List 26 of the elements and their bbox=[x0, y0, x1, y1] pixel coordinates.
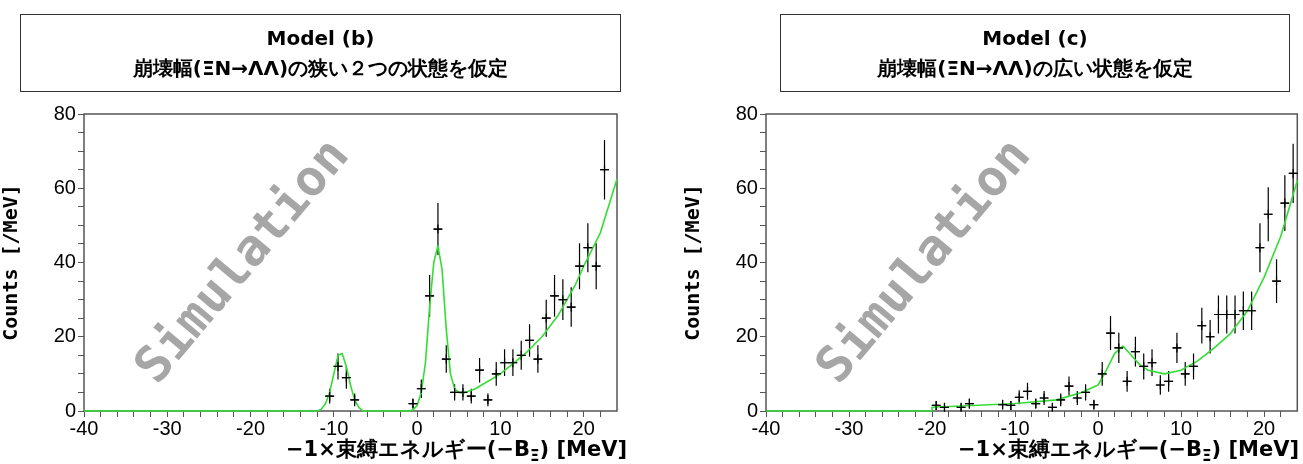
x-tick-label: -30 bbox=[834, 416, 864, 439]
x-tick-label: -20 bbox=[236, 416, 266, 439]
y-tick-label: 80 bbox=[735, 101, 758, 124]
x-tick-label: 10 bbox=[1169, 416, 1193, 439]
y-tick-label: 60 bbox=[735, 175, 758, 198]
x-tick-label: 0 bbox=[411, 416, 423, 439]
chart-subtitle: 崩壊幅(ΞN→ΛΛ)の狭い２つの状態を仮定 bbox=[131, 55, 510, 82]
y-tick-label: 40 bbox=[53, 250, 76, 273]
chart-title: Model (c) bbox=[981, 25, 1089, 52]
y-tick-label: 40 bbox=[735, 250, 758, 273]
y-axis-title: Counts [/MeV] bbox=[680, 184, 705, 341]
y-tick-label: 20 bbox=[735, 324, 758, 347]
x-tick-label: -30 bbox=[152, 416, 182, 439]
x-tick-label: 10 bbox=[489, 416, 512, 439]
x-tick-label: 20 bbox=[572, 416, 595, 439]
chart-subtitle: 崩壊幅(ΞN→ΛΛ)の広い状態を仮定 bbox=[876, 55, 1194, 82]
chart-title: Model (b) bbox=[265, 25, 376, 52]
y-tick-label: 80 bbox=[53, 101, 76, 124]
x-tick-label: -10 bbox=[1000, 416, 1030, 439]
x-tick-label: -10 bbox=[319, 416, 349, 439]
x-tick-label: 20 bbox=[1252, 416, 1276, 439]
y-tick-label: 20 bbox=[53, 324, 76, 347]
x-tick-label: 0 bbox=[1092, 416, 1104, 439]
x-tick-label: -20 bbox=[917, 416, 947, 439]
y-axis-title: Counts [/MeV] bbox=[0, 184, 23, 341]
y-tick-label: 60 bbox=[53, 175, 76, 198]
